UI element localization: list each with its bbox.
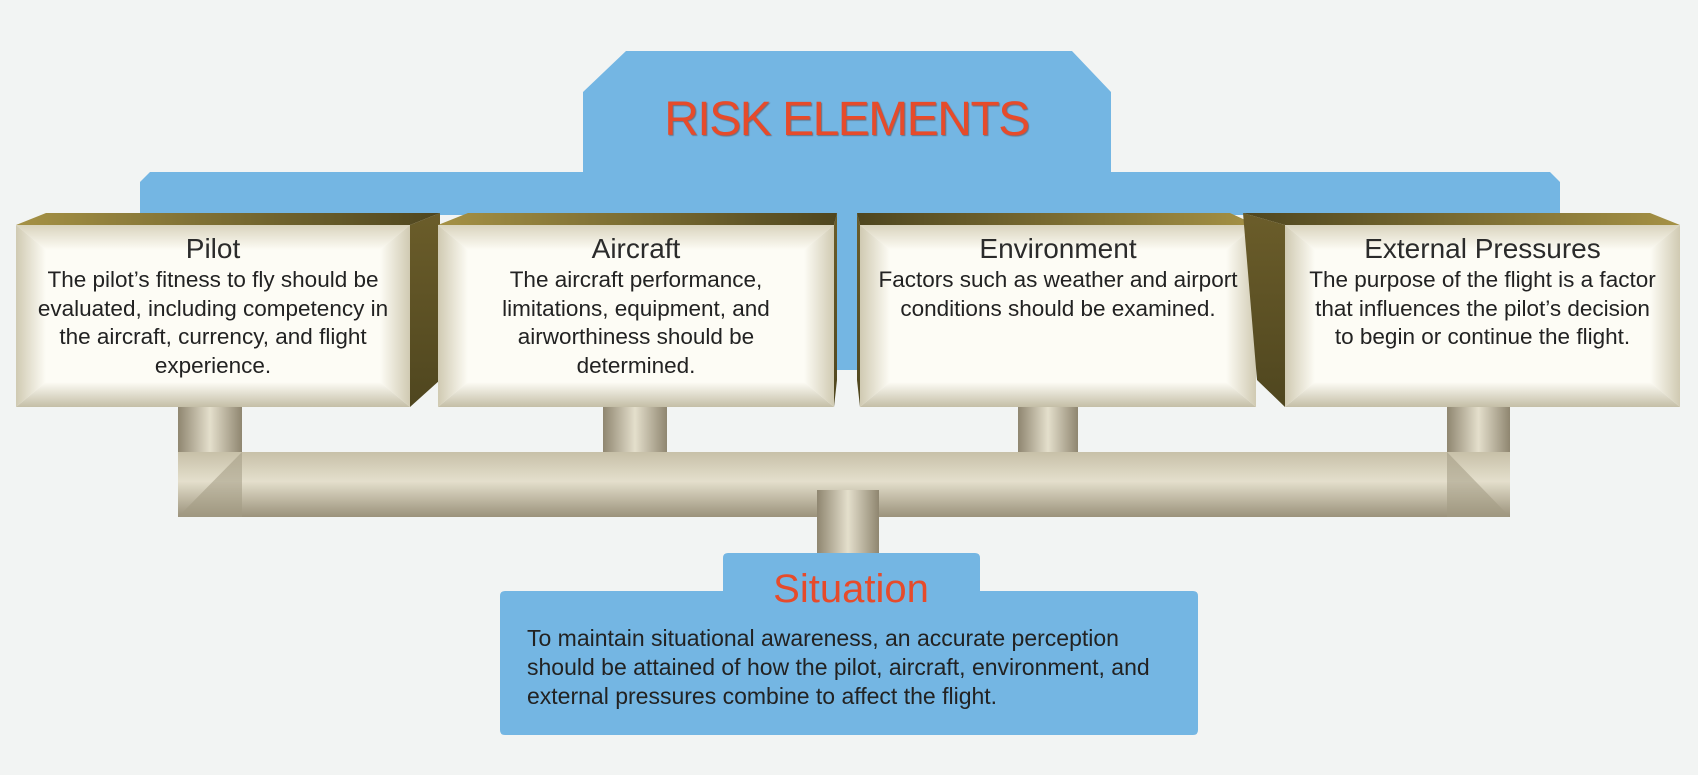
- risk-elements-header-panel: [140, 51, 1560, 215]
- risk-elements-title: RISK ELEMENTS: [664, 93, 1030, 146]
- risk-box-environment-description: Factors such as weather and airport cond…: [878, 267, 1238, 321]
- risk-box-external-pressures: External Pressures The purpose of the fl…: [1303, 232, 1662, 400]
- risk-box-pilot-3d: [16, 213, 440, 407]
- risk-box-pilot-title: Pilot: [185, 233, 241, 264]
- pipe-bevel-left: [178, 452, 242, 517]
- situation-panel: [500, 553, 1198, 735]
- pipe-bevel-right: [1447, 452, 1510, 517]
- header-center-connector: [835, 210, 859, 370]
- risk-box-aircraft-description: The aircraft performance, limitations, e…: [502, 267, 770, 378]
- risk-box-aircraft-title: Aircraft: [591, 233, 681, 264]
- connector-pipe-aircraft: [603, 402, 667, 454]
- risk-box-environment-3d: [857, 213, 1256, 407]
- risk-box-pilot-description: The pilot’s fitness to fly should be eva…: [37, 267, 389, 378]
- risk-box-external-pressures-title: External Pressures: [1364, 233, 1601, 264]
- risk-box-external-pressures-description: The purpose of the flight is a factor th…: [1309, 267, 1656, 349]
- risk-box-environment: Environment Factors such as weather and …: [878, 232, 1238, 400]
- risk-box-external-3d: [1243, 213, 1680, 407]
- risk-box-environment-title: Environment: [979, 233, 1137, 264]
- risk-box-pilot: Pilot The pilot’s fitness to fly should …: [36, 232, 390, 400]
- situation-description: To maintain situational awareness, an ac…: [527, 625, 1150, 709]
- connector-pipe-situation-drop: [817, 490, 879, 565]
- risk-box-aircraft: Aircraft The aircraft performance, limit…: [456, 232, 816, 400]
- connector-pipe-environment: [1018, 402, 1078, 454]
- risk-box-aircraft-3d: [438, 213, 837, 407]
- situation-title: Situation: [773, 567, 929, 611]
